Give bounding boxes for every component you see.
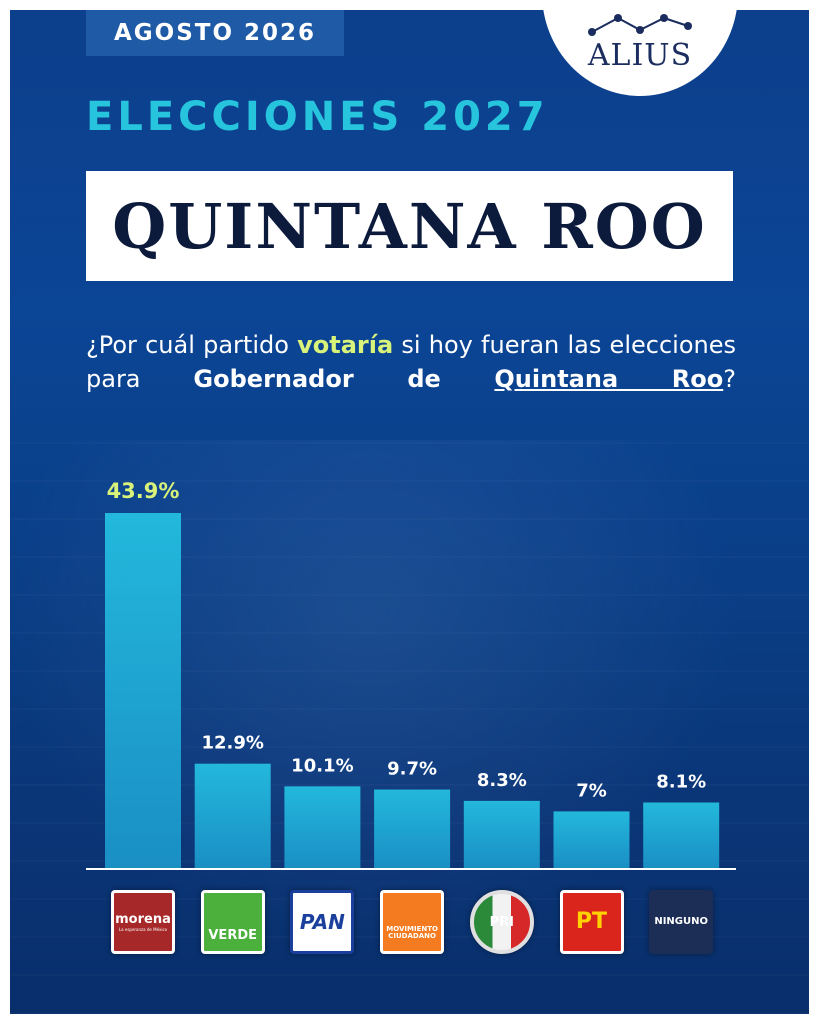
bar-5 [463,800,540,868]
bar-4 [374,789,451,868]
date-tab: AGOSTO 2026 [86,10,344,56]
bar-value-label-2: 12.9% [201,733,263,754]
bar-value-label-5: 8.3% [477,770,527,791]
bar-3 [284,786,361,868]
party-logo-sublabel: La esperanza de México [118,926,168,932]
bar-value-label-7: 8.1% [656,771,706,792]
question-highlight: votaría [297,331,394,359]
page-title: QUINTANA ROO [112,189,707,263]
party-logo-label: PRI [489,914,514,930]
logo-text: ALIUS [587,38,693,73]
bar-1 [105,513,181,868]
bar-chart: 43.9% 12.9% 10.1% 9.7% 8.3% 7% 8.1% [86,479,736,870]
question-part2: si hoy fueran las elecciones para [86,331,736,393]
bar-value-label-1: 43.9% [107,479,180,503]
question-end: ? [723,365,736,393]
party-logo-label: MOVIMIENTO CIUDADANO [386,925,438,940]
party-logo-label: PT [575,909,608,934]
party-logo-5: PRI [469,890,534,954]
party-logo-4: MOVIMIENTO CIUDADANO [380,890,445,954]
bar-value-label-3: 10.1% [291,755,353,776]
survey-question: ¿Por cuál partido votaría si hoy fueran … [86,328,736,396]
question-bold: Gobernador de [193,365,495,393]
party-logo-label: morena [115,911,171,927]
title-box: QUINTANA ROO [86,171,733,281]
bar-value-label-4: 9.7% [387,759,437,780]
party-logo-label: VERDE [208,927,257,943]
logo-network-icon [588,14,692,36]
kicker-heading: ELECCIONES 2027 [86,94,549,140]
question-underlined: Quintana Roo [494,365,724,393]
party-logo-7: NINGUNO [649,890,714,954]
bar-7 [643,802,720,868]
question-part1: ¿Por cuál partido [86,331,298,359]
poster-frame: AGOSTO 2026 ALIUS ELECCIONES 2027 QUINTA… [10,10,809,1014]
party-logo-label: PAN [299,910,345,934]
bar-value-label-6: 7% [576,780,607,801]
party-logo-3: PAN [290,890,355,954]
bar-6 [553,811,630,868]
party-logo-6: PT [559,890,624,954]
party-logo-1: morena La esperanza de México [111,890,175,954]
bar-2 [194,763,271,868]
party-logo-2: VERDE [200,890,265,954]
party-logo-label: NINGUNO [654,916,709,927]
